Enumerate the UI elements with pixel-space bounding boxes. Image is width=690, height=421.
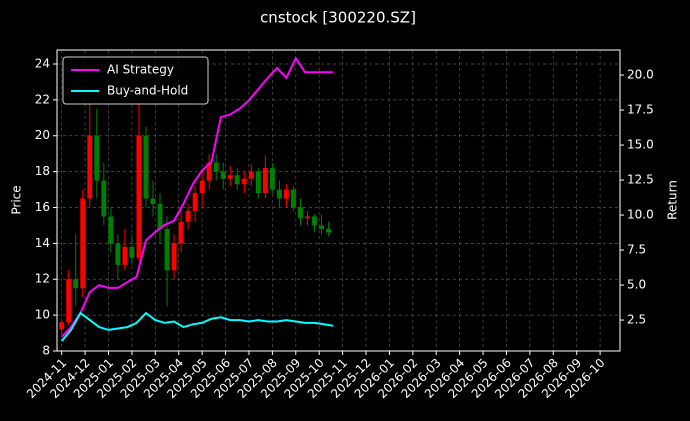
candle-body	[241, 178, 247, 185]
candle-body	[298, 207, 303, 219]
y2-tick-label: 15.0	[627, 138, 654, 152]
candle-body	[66, 279, 72, 323]
y2-tick-label: 5.0	[627, 278, 646, 292]
y-tick-label: 10	[35, 308, 50, 322]
y-tick-label: 14	[35, 236, 50, 250]
candle-body	[150, 198, 156, 204]
candle-body	[312, 216, 317, 226]
candle-body	[185, 211, 191, 222]
y-tick-label: 12	[35, 272, 50, 286]
candle-body	[192, 193, 198, 212]
y2-tick-label: 17.5	[627, 103, 654, 117]
y-tick-label: 20	[35, 128, 50, 142]
y-tick-label: 22	[35, 92, 50, 106]
candle-body	[326, 229, 332, 233]
y-tick-label: 8	[42, 344, 50, 358]
legend-label: Buy-and-Hold	[107, 84, 188, 98]
candle-body	[290, 189, 296, 208]
candle-body	[276, 189, 282, 199]
plot-frame	[56, 49, 621, 352]
y2-tick-label: 2.5	[627, 313, 646, 327]
candle-body	[248, 171, 254, 179]
candle-body	[199, 180, 205, 194]
return-line	[60, 56, 334, 338]
y2-tick-label: 20.0	[627, 68, 654, 82]
candle-body	[87, 135, 93, 199]
candle-body	[94, 135, 100, 181]
y2-tick-label: 12.5	[627, 173, 654, 187]
candle-body	[80, 198, 86, 289]
y-axis-label: Price	[10, 185, 24, 214]
y2-axis-label: Return	[666, 180, 680, 220]
chart-title: cnstock [300220.SZ]	[260, 9, 416, 27]
y2-tick-label: 7.5	[627, 243, 646, 257]
candle-body	[255, 171, 261, 194]
candle-body	[129, 246, 135, 258]
candle-body	[262, 168, 268, 194]
candle-body	[108, 216, 114, 244]
candle-body	[59, 322, 65, 330]
candle-body	[164, 229, 170, 271]
candle-body	[269, 168, 275, 190]
y-tick-label: 18	[35, 164, 50, 178]
candle-body	[206, 162, 212, 181]
candle-body	[234, 175, 240, 185]
legend-box	[62, 56, 209, 105]
y-tick-label: 24	[35, 56, 50, 70]
candle-body	[319, 225, 324, 230]
candle-body	[227, 175, 233, 179]
candle-body	[178, 221, 184, 244]
y2-tick-label: 10.0	[627, 208, 654, 222]
candle-body	[143, 135, 149, 199]
candle-body	[305, 216, 310, 219]
candle-body	[101, 180, 107, 217]
candle-body	[171, 243, 177, 271]
candle-body	[220, 171, 226, 179]
candle-body	[157, 203, 163, 230]
candle-body	[283, 189, 289, 199]
candle-body	[122, 246, 128, 265]
candle-body	[115, 243, 121, 265]
legend-label: AI Strategy	[107, 63, 174, 77]
candle-body	[73, 279, 79, 289]
return-line	[60, 311, 334, 342]
y-tick-label: 16	[35, 200, 50, 214]
candle-body	[136, 135, 142, 258]
candle-body	[213, 162, 219, 172]
